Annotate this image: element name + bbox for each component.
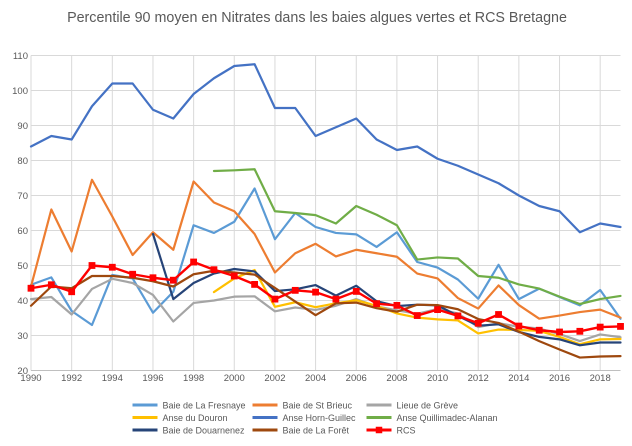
svg-text:Anse Horn-Guillec: Anse Horn-Guillec: [283, 413, 357, 423]
svg-text:Baie de La Fresnaye: Baie de La Fresnaye: [163, 401, 246, 411]
svg-text:2004: 2004: [305, 373, 326, 384]
svg-text:RCS: RCS: [397, 426, 416, 436]
svg-text:110: 110: [13, 51, 28, 62]
svg-text:1998: 1998: [183, 373, 204, 384]
svg-text:2000: 2000: [224, 373, 245, 384]
svg-text:60: 60: [17, 226, 28, 237]
svg-text:80: 80: [17, 156, 28, 167]
svg-text:70: 70: [17, 191, 28, 202]
svg-text:50: 50: [17, 261, 28, 272]
svg-text:100: 100: [12, 86, 28, 97]
svg-text:Baie de La Forêt: Baie de La Forêt: [283, 426, 350, 436]
svg-text:Anse du Douron: Anse du Douron: [163, 413, 228, 423]
svg-text:2010: 2010: [427, 373, 448, 384]
svg-text:2014: 2014: [508, 373, 529, 384]
svg-text:1996: 1996: [142, 373, 163, 384]
svg-text:90: 90: [17, 121, 28, 132]
svg-text:20: 20: [17, 366, 28, 377]
svg-text:2016: 2016: [549, 373, 570, 384]
svg-text:30: 30: [17, 331, 28, 342]
svg-text:1990: 1990: [20, 373, 41, 384]
svg-text:1994: 1994: [102, 373, 123, 384]
svg-text:2008: 2008: [386, 373, 407, 384]
svg-text:2018: 2018: [590, 373, 611, 384]
svg-text:Anse Quillimadec-Alanan: Anse Quillimadec-Alanan: [397, 413, 498, 423]
svg-text:Baie de St Brieuc: Baie de St Brieuc: [283, 401, 353, 411]
svg-text:Lieue de Grève: Lieue de Grève: [397, 401, 459, 411]
svg-text:1992: 1992: [61, 373, 82, 384]
svg-text:2006: 2006: [346, 373, 367, 384]
svg-text:2012: 2012: [468, 373, 489, 384]
svg-text:Percentile 90 moyen en Nitrate: Percentile 90 moyen en Nitrates dans les…: [67, 10, 567, 26]
svg-text:Baie de Douarnenez: Baie de Douarnenez: [163, 426, 246, 436]
svg-text:40: 40: [17, 296, 28, 307]
svg-text:2002: 2002: [264, 373, 285, 384]
